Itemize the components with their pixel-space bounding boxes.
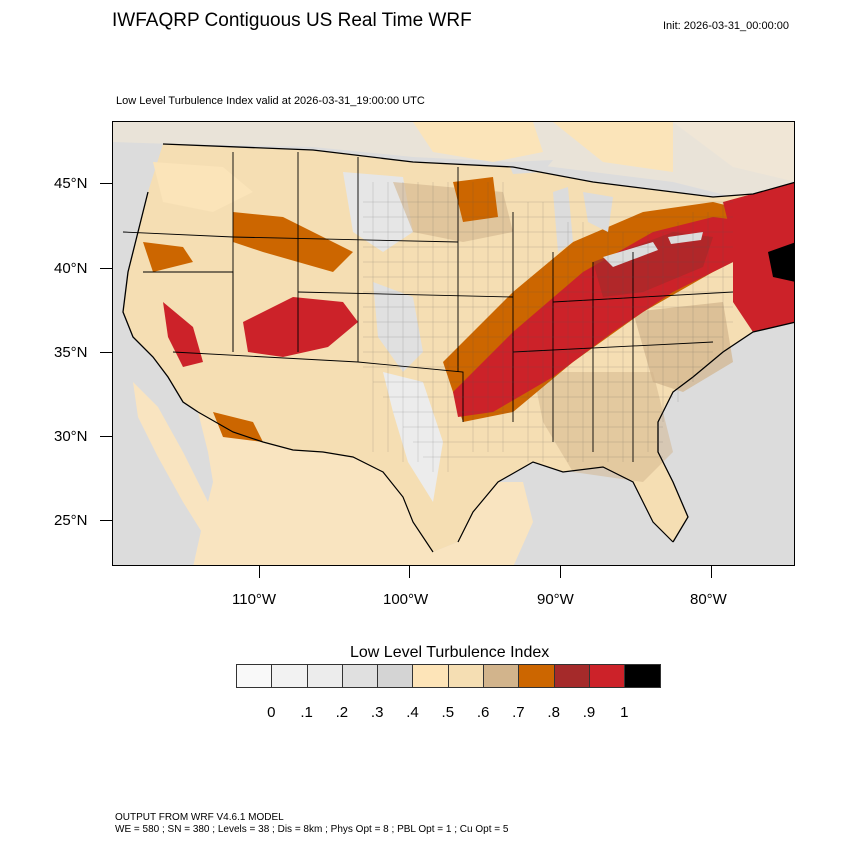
arizona-orange-zone xyxy=(213,412,263,442)
colorbar-title: Low Level Turbulence Index xyxy=(350,644,550,661)
lat-tick xyxy=(100,520,112,521)
mexico-land xyxy=(193,412,533,565)
colorbar-swatch xyxy=(306,664,343,688)
canada-zone xyxy=(673,122,794,182)
colorbar-swatch xyxy=(518,664,555,688)
lat-label-45: 45°N xyxy=(54,175,88,192)
colorbar-swatch xyxy=(553,664,590,688)
colorbar-label: .9 xyxy=(582,704,596,721)
baja-peninsula xyxy=(133,382,223,542)
colorbar-label: .1 xyxy=(300,704,313,721)
colorbar-swatch xyxy=(377,664,414,688)
colorbar-label: .3 xyxy=(370,704,384,721)
map-panel xyxy=(112,121,795,566)
lake-ontario xyxy=(668,232,703,244)
colorbar-label: 0 xyxy=(267,704,276,721)
map-subtitle: Low Level Turbulence Index valid at 2026… xyxy=(116,95,425,107)
colorbar-label: .8 xyxy=(547,704,560,721)
wyoming-orange-zone xyxy=(233,212,353,272)
colorbar-swatch xyxy=(271,664,308,688)
lon-label-80: 80°W xyxy=(690,591,727,608)
atlantic-coastline xyxy=(657,321,794,543)
lat-label-35: 35°N xyxy=(54,344,88,361)
atlantic-red-zone xyxy=(723,182,794,332)
colorbar-label: .7 xyxy=(512,704,525,721)
lat-tick xyxy=(100,352,112,353)
colorbar xyxy=(236,664,661,688)
colorbar-swatch xyxy=(447,664,485,688)
colorbar-label: .4 xyxy=(406,704,419,721)
california-red-zone xyxy=(163,302,203,367)
lon-label-110: 110°W xyxy=(232,591,277,608)
mexico-border xyxy=(197,411,434,553)
colorbar-label: .2 xyxy=(335,704,349,721)
map-canvas xyxy=(113,122,794,565)
county-grid xyxy=(363,182,733,472)
colorbar-swatch xyxy=(341,664,379,688)
canada-border xyxy=(162,143,794,198)
init-time: Init: 2026-03-31_00:00:00 xyxy=(663,20,789,32)
chart-title: IWFAQRP Contiguous US Real Time WRF xyxy=(112,10,472,31)
colorbar-label: 1 xyxy=(620,704,629,721)
gulf-coastline xyxy=(457,461,674,543)
plains-low-zone xyxy=(373,282,423,372)
canada-light-zone xyxy=(413,122,543,162)
canada-light-zone xyxy=(553,122,673,172)
northwest-zone xyxy=(153,162,253,212)
colorbar-swatch xyxy=(588,664,626,688)
dakota-orange-zone xyxy=(453,177,498,222)
model-info: OUTPUT FROM WRF V4.6.1 MODEL xyxy=(115,812,284,823)
colorbar-swatch xyxy=(483,664,520,688)
colorbar-swatch xyxy=(624,664,661,688)
lon-tick xyxy=(259,566,260,578)
lat-tick xyxy=(100,436,112,437)
four-corners-red-zone xyxy=(243,297,358,357)
max-turbulence-zone xyxy=(768,242,794,282)
lat-label-30: 30°N xyxy=(54,428,88,445)
lon-label-100: 100°W xyxy=(383,591,429,608)
colorbar-label: .5 xyxy=(441,704,455,721)
lon-tick xyxy=(409,566,410,578)
nevada-orange-zone xyxy=(143,242,193,272)
lake-erie xyxy=(603,242,658,267)
pacific-coastline xyxy=(122,191,199,413)
texas-low-zone xyxy=(383,372,443,502)
model-options: WE = 580 ; SN = 380 ; Levels = 38 ; Dis … xyxy=(115,824,509,835)
colorbar-swatch xyxy=(236,664,273,688)
lon-tick xyxy=(711,566,712,578)
lake-superior xyxy=(508,160,553,174)
colorbar-label: .6 xyxy=(476,704,490,721)
lat-label-40: 40°N xyxy=(54,260,88,277)
lat-label-25: 25°N xyxy=(54,512,88,529)
lat-tick xyxy=(100,183,112,184)
lon-label-90: 90°W xyxy=(537,591,574,608)
colorbar-swatch xyxy=(412,664,449,688)
lat-tick xyxy=(100,268,112,269)
lon-tick xyxy=(560,566,561,578)
state-boundaries xyxy=(122,152,734,462)
